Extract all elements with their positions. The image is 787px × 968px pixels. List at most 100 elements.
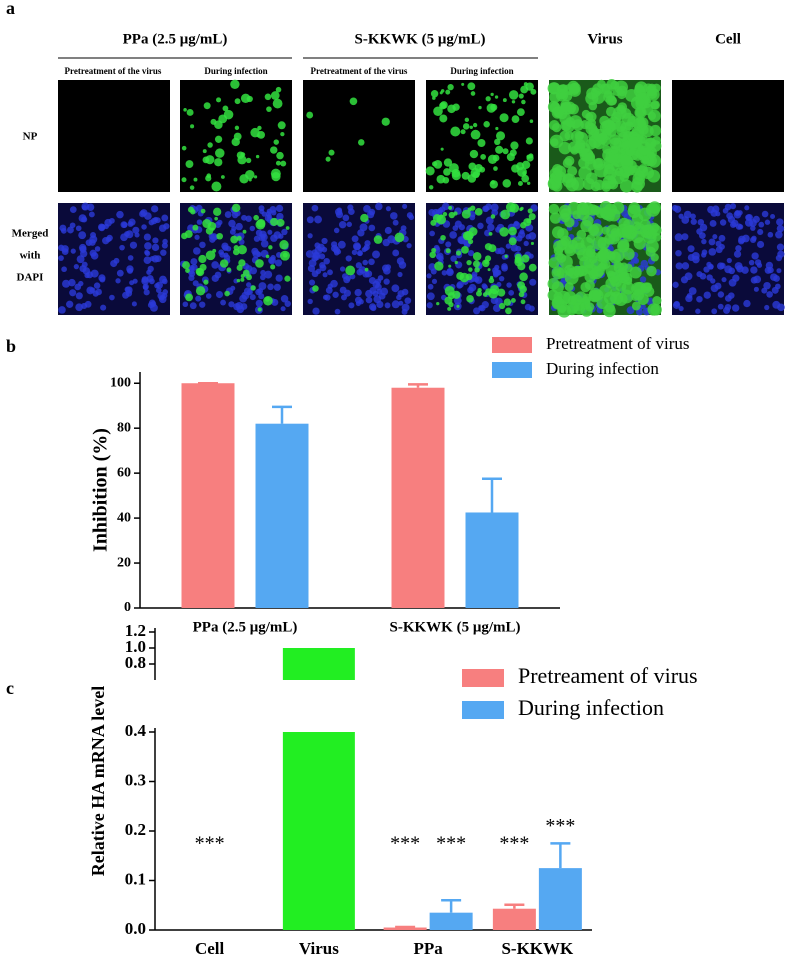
cell (206, 227, 213, 234)
cell (569, 85, 579, 95)
nucleus (700, 273, 707, 280)
nucleus (749, 219, 757, 227)
cell (493, 166, 498, 171)
y-tick-label: 20 (117, 555, 131, 570)
cell (503, 179, 512, 188)
nucleus (432, 279, 437, 284)
nucleus (218, 249, 224, 255)
cell (450, 126, 460, 136)
cell (564, 156, 574, 166)
cell (575, 139, 586, 150)
nucleus (267, 284, 274, 291)
nucleus (777, 244, 784, 251)
cell (470, 150, 478, 158)
cell (471, 91, 476, 96)
nucleus (319, 253, 325, 259)
nucleus (402, 289, 409, 296)
nucleus (152, 244, 159, 251)
nucleus (78, 231, 86, 239)
nucleus (364, 244, 370, 250)
cell (521, 100, 525, 104)
cell (200, 264, 207, 271)
cell (566, 268, 575, 277)
cell (488, 268, 491, 271)
cell (507, 153, 515, 161)
cell (490, 180, 498, 188)
cell (279, 240, 288, 249)
nucleus (704, 291, 711, 298)
cell (190, 124, 194, 128)
legend-swatch (492, 337, 532, 353)
cell (580, 282, 590, 292)
nucleus (211, 261, 219, 269)
nucleus (730, 203, 736, 209)
nucleus (259, 205, 265, 211)
cell (551, 138, 559, 146)
cell (589, 102, 598, 111)
nucleus (197, 219, 203, 225)
error-bar (441, 900, 461, 912)
nucleus (222, 245, 228, 251)
cell (232, 204, 240, 212)
nucleus (313, 252, 320, 259)
cell (465, 118, 469, 122)
nucleus (144, 233, 151, 240)
cell (432, 161, 437, 166)
nucleus (323, 295, 328, 300)
cell (610, 81, 619, 90)
nucleus (776, 268, 781, 273)
cell (575, 291, 587, 303)
cell (185, 293, 193, 301)
cell (270, 146, 277, 153)
nucleus (235, 223, 242, 230)
x-tick-label: Virus (299, 939, 339, 958)
nucleus (274, 284, 281, 291)
nucleus (76, 292, 83, 299)
cell (475, 164, 483, 172)
cell (206, 250, 216, 260)
nucleus (327, 269, 333, 275)
nucleus (766, 291, 773, 298)
cell (520, 86, 528, 94)
nucleus (399, 261, 407, 269)
significance: *** (545, 815, 575, 837)
column-header: Virus (587, 31, 622, 47)
nucleus (773, 275, 780, 282)
nucleus (675, 233, 683, 241)
cell (443, 168, 451, 176)
nucleus (706, 274, 712, 280)
nucleus (751, 252, 758, 259)
nucleus (321, 238, 327, 244)
nucleus (346, 255, 352, 261)
nucleus (352, 250, 357, 255)
cell (473, 123, 477, 127)
nucleus (467, 287, 474, 294)
nucleus (261, 240, 269, 248)
nucleus (307, 216, 314, 223)
cell (586, 138, 597, 149)
x-tick-label: PPa (413, 939, 443, 958)
cell (505, 308, 512, 315)
nucleus (341, 294, 347, 300)
y-tick-label: 100 (110, 375, 131, 390)
nucleus (728, 292, 735, 299)
cell (237, 279, 241, 283)
nucleus (362, 260, 368, 266)
nucleus (241, 303, 248, 310)
nucleus (358, 251, 363, 256)
cell (499, 227, 509, 237)
nucleus (330, 280, 338, 288)
cell (238, 259, 245, 266)
nucleus (128, 255, 134, 261)
cell (529, 213, 536, 220)
cell (246, 158, 251, 163)
nucleus (323, 272, 328, 277)
nucleus (365, 290, 373, 298)
nucleus (190, 302, 197, 309)
cell (206, 173, 211, 178)
nucleus (156, 288, 162, 294)
nucleus (80, 250, 87, 257)
cell (490, 93, 493, 96)
cell (593, 129, 607, 143)
nucleus (151, 205, 158, 212)
